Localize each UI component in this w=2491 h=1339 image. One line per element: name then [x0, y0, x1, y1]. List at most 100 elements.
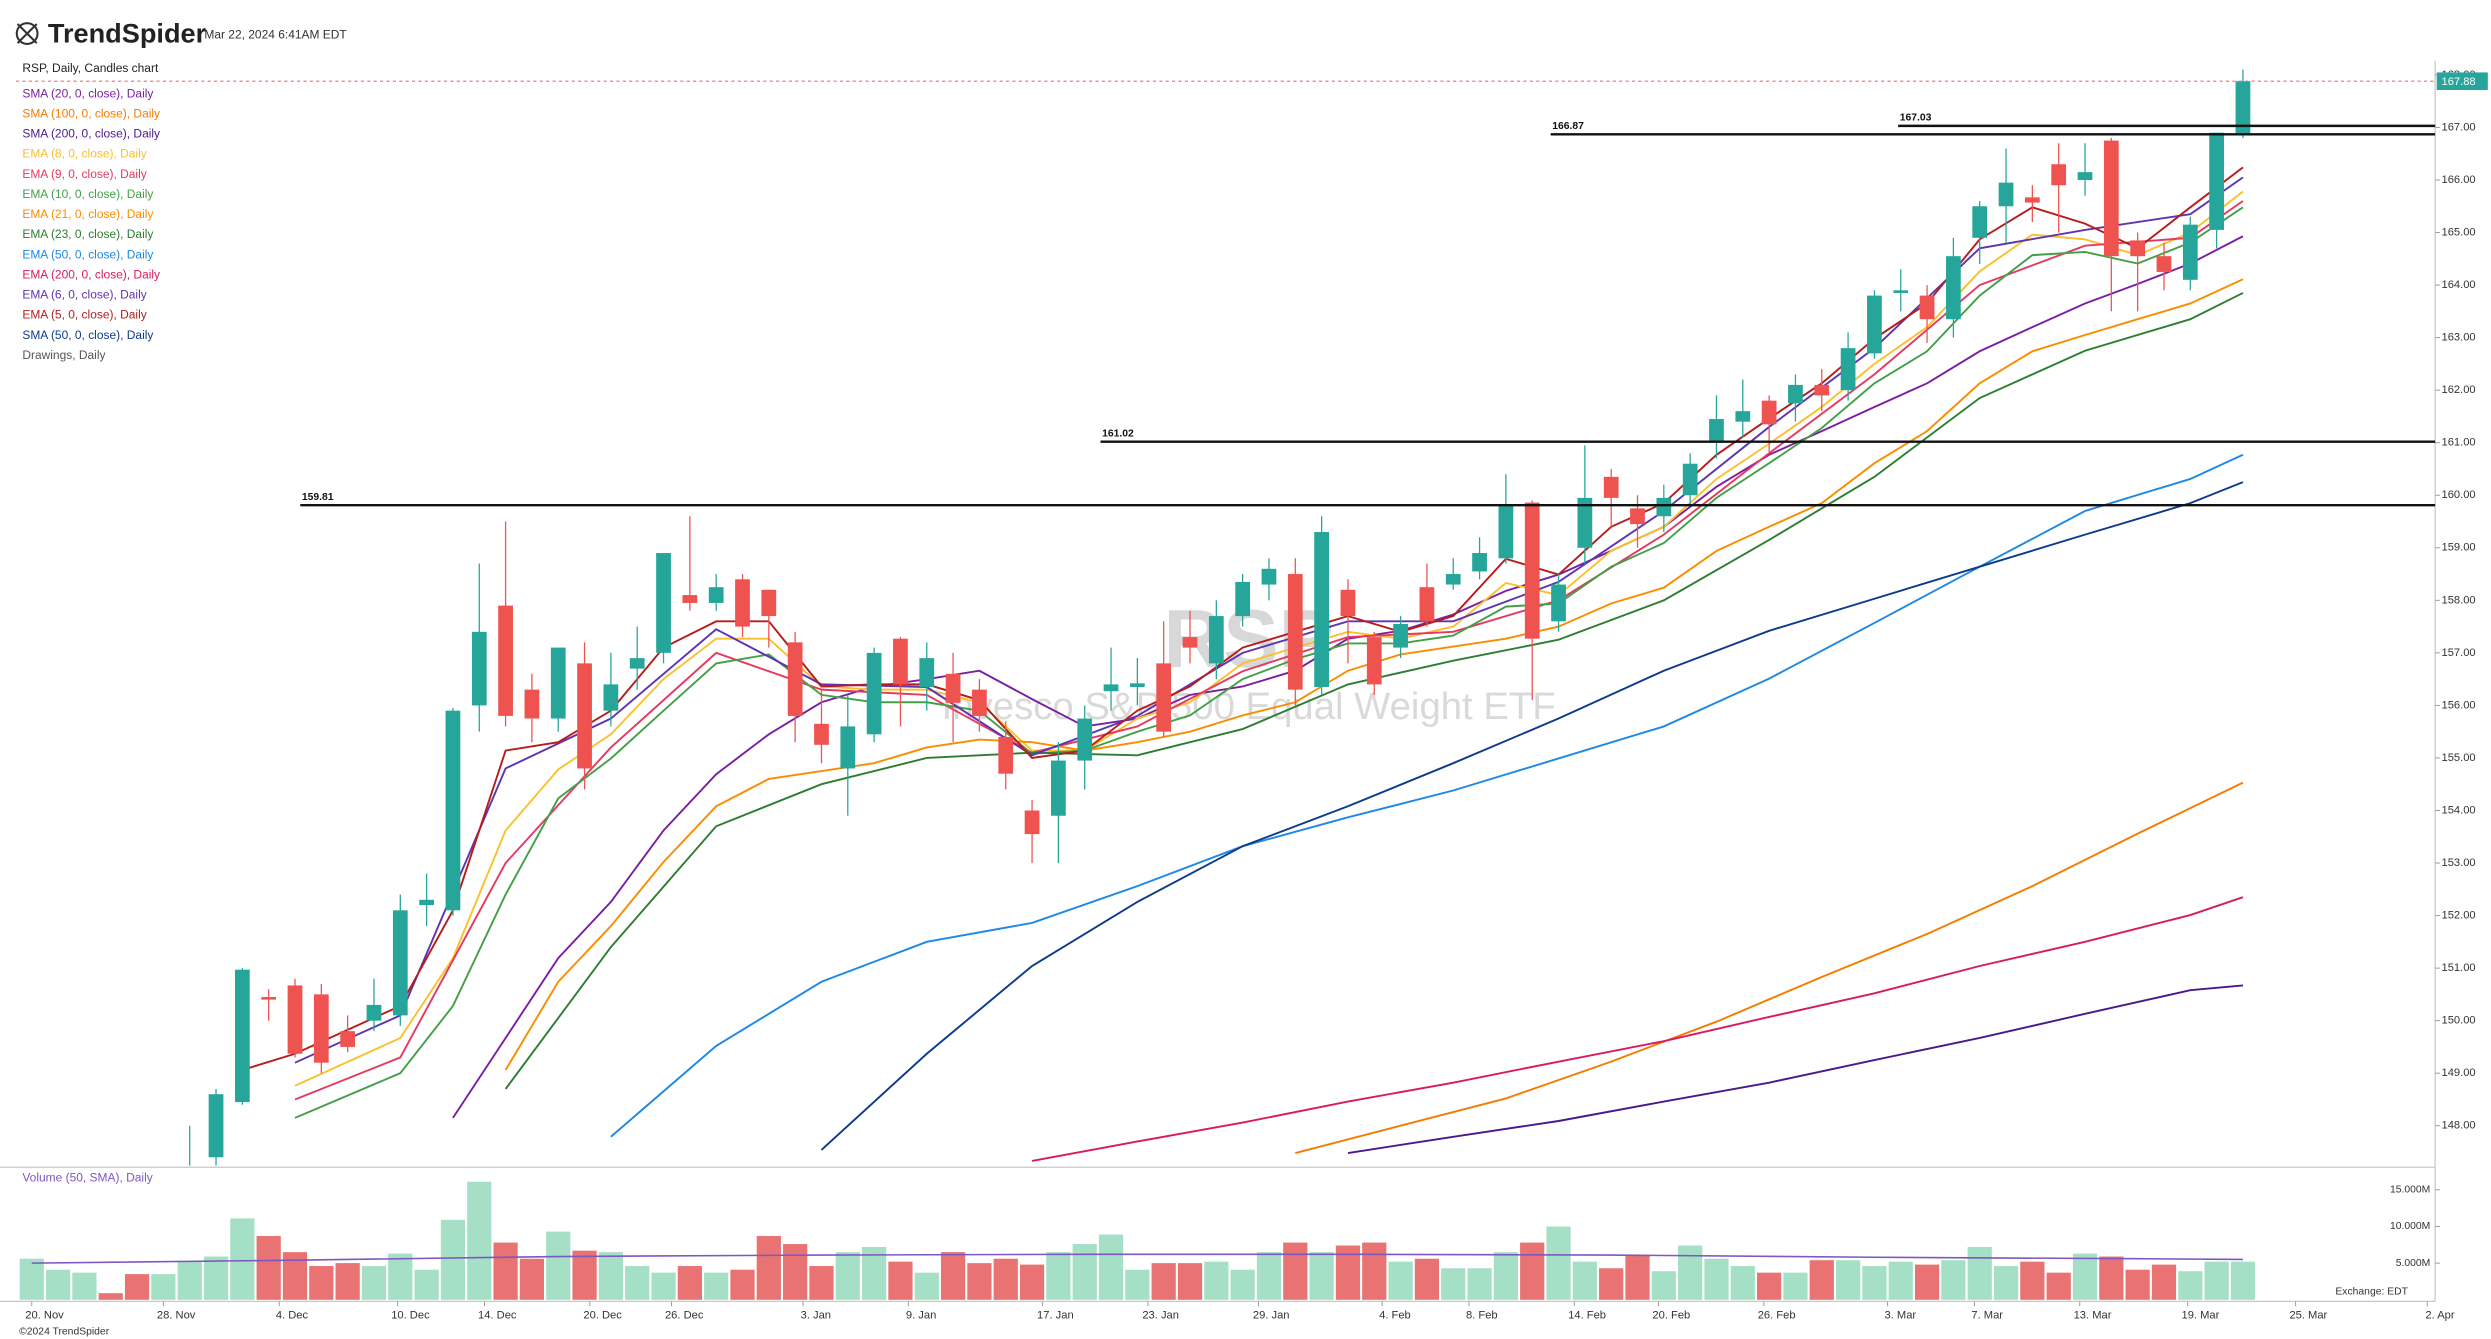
candle-body [1972, 206, 1988, 238]
y-tick-label: 165.00 [2441, 226, 2475, 238]
y-tick-label: 161.00 [2441, 437, 2475, 449]
volume-bar [45, 1269, 71, 1300]
candle-body [208, 1094, 224, 1158]
candle-body [1761, 400, 1777, 425]
candle-body [682, 595, 698, 603]
volume-bar [572, 1250, 597, 1300]
legend-entry: EMA (50, 0, close), Daily [22, 247, 153, 261]
candle-body [761, 589, 777, 617]
volume-bar [835, 1252, 860, 1300]
volume-tick-label: 5.000M [2396, 1258, 2431, 1269]
candle-body [2209, 132, 2224, 230]
candle-body [182, 1173, 197, 1184]
candle-body [1445, 574, 1461, 585]
legend-entry: SMA (50, 0, close), Daily [22, 328, 153, 342]
legend-entry: EMA (21, 0, close), Daily [22, 207, 153, 221]
candle-body [1208, 616, 1224, 664]
y-tick-label: 149.00 [2441, 1067, 2475, 1079]
y-tick-label: 151.00 [2441, 962, 2475, 974]
y-tick-label: 163.00 [2441, 332, 2475, 344]
volume-bar [1704, 1258, 1729, 1300]
moving-average-line [1347, 984, 2244, 1154]
x-tick-label: 3. Jan [801, 1310, 831, 1322]
candle-body [2051, 164, 2067, 186]
moving-average-line [242, 166, 2244, 1071]
candle-body [603, 684, 619, 711]
candle-body [1788, 384, 1803, 404]
volume-bar [1599, 1268, 1624, 1300]
volume-bar [1177, 1263, 1203, 1300]
moving-average-line [610, 453, 2244, 1138]
volume-bar [72, 1272, 97, 1300]
volume-bar [1757, 1272, 1782, 1300]
volume-bar [19, 1258, 44, 1300]
candle-body [577, 663, 592, 769]
x-tick-label: 7. Mar [1971, 1310, 2003, 1322]
volume-bar [1230, 1269, 1255, 1300]
y-tick-label: 153.00 [2441, 857, 2475, 869]
candle-body [840, 726, 856, 769]
volume-bar [783, 1244, 808, 1300]
candle-body [1709, 419, 1724, 443]
candle-body [524, 689, 540, 719]
candle-body [550, 647, 566, 719]
volume-bar [388, 1253, 413, 1300]
volume-bar [1546, 1226, 1571, 1300]
candle-body [972, 689, 987, 716]
x-tick-label: 20. Dec [583, 1310, 622, 1322]
legend-entry: EMA (5, 0, close), Daily [22, 308, 146, 322]
x-tick-label: 10. Dec [391, 1310, 430, 1322]
x-tick-label: 9. Jan [906, 1310, 936, 1322]
candle-body [313, 994, 329, 1063]
candle-body [1524, 502, 1540, 639]
x-tick-label: 17. Jan [1037, 1310, 1074, 1322]
legend-entry: EMA (8, 0, close), Daily [22, 147, 146, 161]
x-tick-label: 23. Jan [1142, 1310, 1179, 1322]
legend-entry: SMA (100, 0, close), Daily [22, 106, 160, 120]
last-price-box [2436, 72, 2488, 90]
candle-body [287, 985, 303, 1054]
volume-tick-label: 15.000M [2390, 1185, 2430, 1196]
candle-body [261, 997, 277, 1000]
volume-bar [203, 1256, 229, 1300]
candle-body [893, 638, 908, 685]
moving-average-line [504, 292, 2244, 1090]
volume-bar [440, 1219, 466, 1300]
level-label: 166.87 [1552, 121, 1584, 132]
candle-body [419, 899, 434, 906]
x-tick-label: 14. Feb [1568, 1310, 1606, 1322]
candle-body [1840, 348, 1856, 391]
volume-bar [2151, 1264, 2177, 1300]
volume-bar [414, 1269, 439, 1300]
x-tick-label: 4. Feb [1379, 1310, 1411, 1322]
x-tick-label: 8. Feb [1466, 1310, 1498, 1322]
candle-body [735, 579, 750, 627]
candle-body [1235, 581, 1251, 617]
volume-bar [361, 1266, 387, 1300]
candle-body [2130, 240, 2146, 257]
volume-bar [1651, 1271, 1676, 1300]
candle-body [2182, 224, 2198, 280]
volume-bar [704, 1272, 729, 1300]
candle-body [1867, 295, 1882, 354]
level-label: 159.81 [302, 492, 334, 503]
legend-entry: EMA (23, 0, close), Daily [22, 227, 153, 241]
y-tick-label: 167.00 [2441, 121, 2475, 133]
x-tick-label: 13. Mar [2074, 1310, 2112, 1322]
candle-body [1682, 463, 1698, 496]
volume-bar [151, 1274, 176, 1300]
y-tick-label: 160.00 [2441, 489, 2475, 501]
candle-body [392, 910, 408, 1016]
volume-bar [1283, 1242, 1308, 1300]
volume-bar [1888, 1261, 1913, 1300]
x-tick-label: 14. Dec [478, 1310, 517, 1322]
candle-body [814, 723, 829, 745]
volume-bar [2020, 1261, 2045, 1300]
candle-body [1419, 587, 1435, 622]
x-tick-label: 26. Dec [665, 1310, 704, 1322]
y-tick-label: 164.00 [2441, 279, 2475, 291]
volume-legend: Volume (50, SMA), Daily [22, 1171, 152, 1185]
x-tick-label: 29. Jan [1253, 1310, 1290, 1322]
volume-bar [1072, 1244, 1097, 1300]
